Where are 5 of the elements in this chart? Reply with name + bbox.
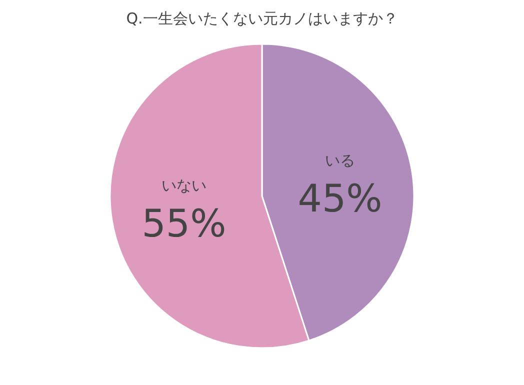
slice-label: いる [325, 152, 356, 170]
data-label: 55% [142, 201, 226, 246]
data-label: 45% [298, 176, 382, 221]
slice-label: いない [161, 176, 206, 194]
chart-title: Q.一生会いたくない元カノはいますか？ [126, 10, 398, 28]
